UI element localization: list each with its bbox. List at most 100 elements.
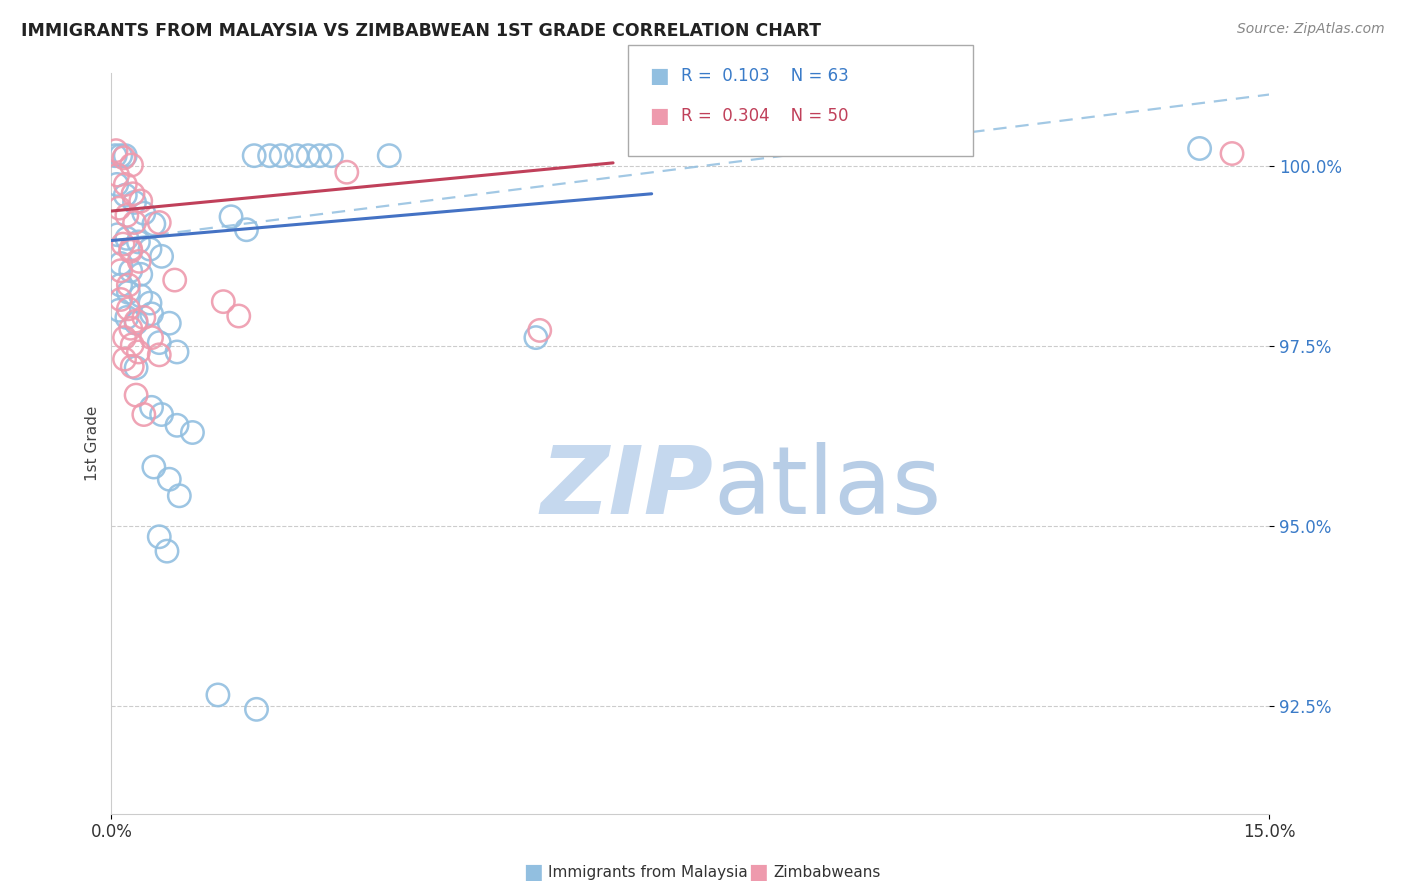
Point: [270, 149, 292, 163]
Point: [117, 301, 139, 316]
Point: [110, 293, 132, 307]
Text: ■: ■: [650, 106, 669, 126]
Point: [321, 149, 343, 163]
Point: [125, 360, 148, 375]
Point: [110, 149, 132, 163]
Point: [115, 208, 138, 222]
Point: [110, 263, 132, 277]
Point: [148, 530, 170, 544]
Point: [308, 149, 330, 163]
Point: [1188, 141, 1211, 155]
Point: [132, 408, 155, 422]
Point: [141, 307, 163, 321]
Point: [157, 472, 180, 486]
Text: Source: ZipAtlas.com: Source: ZipAtlas.com: [1237, 22, 1385, 37]
Point: [142, 460, 165, 475]
Point: [132, 206, 155, 220]
Point: [524, 330, 547, 344]
Point: [297, 149, 319, 163]
Point: [243, 149, 266, 163]
Text: ■: ■: [523, 863, 543, 882]
Point: [132, 310, 155, 325]
Point: [121, 158, 143, 172]
Text: atlas: atlas: [713, 442, 942, 533]
Text: R =  0.103    N = 63: R = 0.103 N = 63: [681, 67, 848, 85]
Point: [207, 688, 229, 702]
Y-axis label: 1st Grade: 1st Grade: [86, 406, 100, 481]
Point: [127, 235, 149, 249]
Point: [110, 256, 132, 270]
Point: [336, 165, 359, 179]
Point: [142, 217, 165, 231]
Text: R =  0.304    N = 50: R = 0.304 N = 50: [681, 107, 848, 125]
Point: [259, 149, 281, 163]
Point: [529, 323, 551, 337]
Point: [219, 210, 242, 224]
Point: [115, 231, 138, 245]
Point: [124, 195, 146, 210]
Text: ■: ■: [650, 66, 669, 86]
Point: [148, 348, 170, 362]
Point: [114, 352, 136, 367]
Point: [157, 316, 180, 330]
Point: [129, 194, 152, 208]
Point: [235, 223, 257, 237]
Point: [124, 215, 146, 229]
Point: [120, 263, 142, 277]
Point: [105, 178, 128, 192]
Point: [107, 227, 129, 242]
Text: IMMIGRANTS FROM MALAYSIA VS ZIMBABWEAN 1ST GRADE CORRELATION CHART: IMMIGRANTS FROM MALAYSIA VS ZIMBABWEAN 1…: [21, 22, 821, 40]
Point: [378, 149, 401, 163]
Point: [125, 316, 148, 330]
Point: [166, 345, 188, 359]
Point: [111, 237, 134, 252]
Point: [129, 289, 152, 303]
Point: [120, 321, 142, 335]
Point: [120, 242, 142, 256]
Point: [129, 268, 152, 282]
Point: [121, 359, 143, 374]
Point: [120, 244, 142, 259]
Point: [112, 151, 135, 165]
Text: ZIP: ZIP: [540, 442, 713, 533]
Point: [285, 149, 308, 163]
Point: [139, 296, 162, 310]
Point: [125, 388, 148, 402]
Point: [114, 188, 136, 202]
Point: [117, 285, 139, 300]
Point: [169, 489, 191, 503]
Point: [150, 249, 173, 263]
Point: [148, 335, 170, 350]
Text: ■: ■: [748, 863, 768, 882]
Point: [110, 278, 132, 293]
Point: [212, 294, 235, 309]
Point: [1220, 146, 1243, 161]
Point: [127, 345, 149, 359]
Point: [148, 215, 170, 229]
Text: Immigrants from Malaysia: Immigrants from Malaysia: [548, 865, 748, 880]
Point: [121, 338, 143, 352]
Point: [114, 149, 136, 163]
Point: [156, 544, 179, 558]
Point: [114, 330, 136, 344]
Point: [115, 310, 138, 325]
Point: [163, 273, 186, 287]
Point: [107, 168, 129, 182]
Point: [114, 178, 136, 192]
Point: [141, 330, 163, 344]
Point: [125, 314, 148, 328]
Point: [150, 408, 173, 422]
Point: [141, 401, 163, 415]
Point: [108, 201, 131, 215]
Point: [166, 418, 188, 433]
Point: [245, 702, 267, 716]
Point: [181, 425, 204, 440]
Text: Zimbabweans: Zimbabweans: [773, 865, 880, 880]
Point: [228, 309, 250, 323]
Point: [108, 303, 131, 318]
Point: [117, 278, 139, 293]
Point: [122, 186, 145, 201]
Point: [104, 149, 127, 163]
Point: [128, 254, 150, 268]
Point: [105, 144, 128, 158]
